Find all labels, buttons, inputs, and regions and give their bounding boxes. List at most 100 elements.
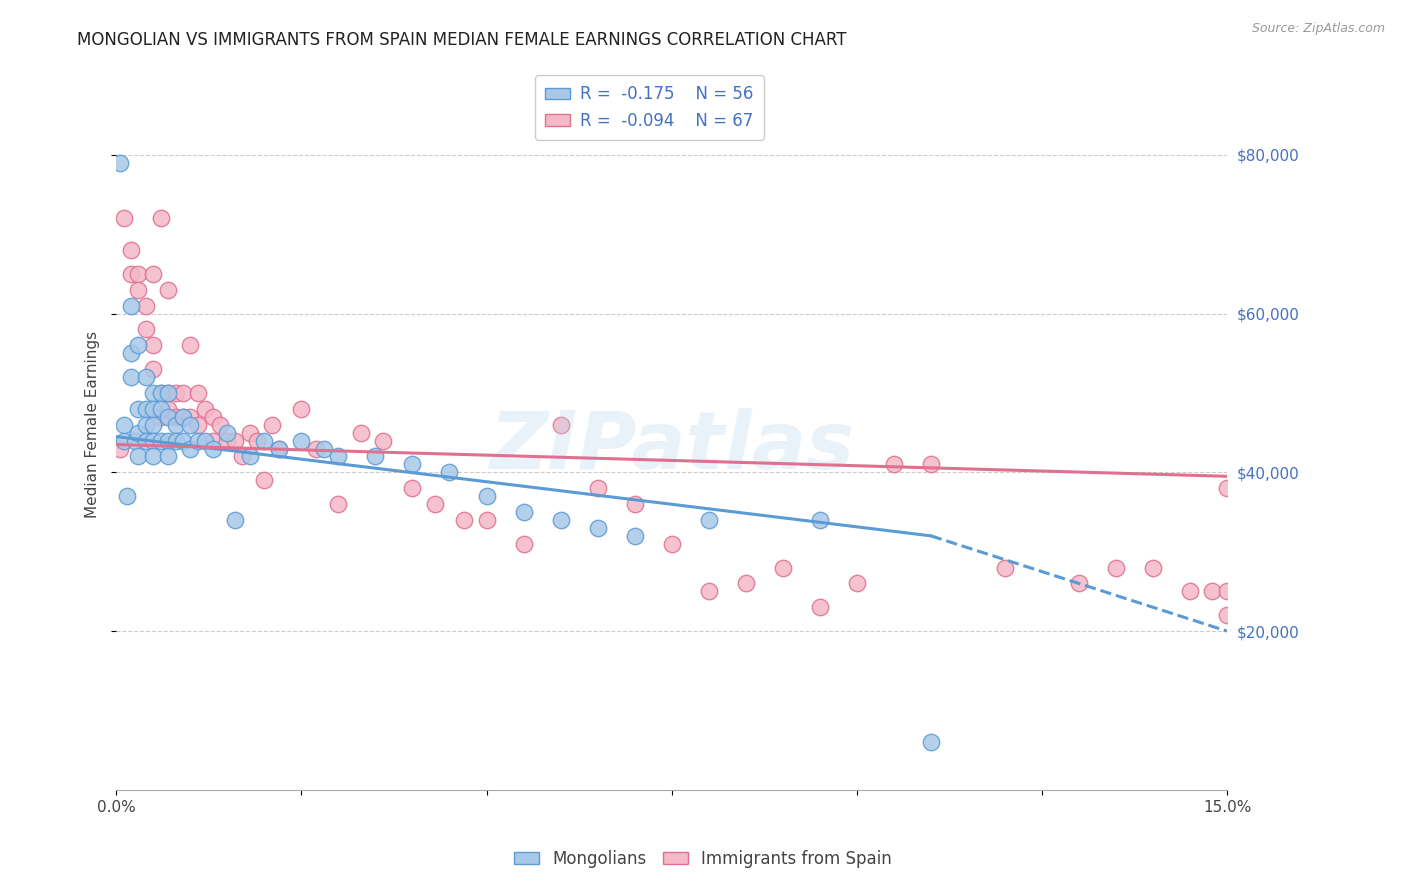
Point [238,425,260,440]
Point [127,267,149,281]
Point [142,362,165,376]
Point [305,442,328,456]
Point [172,409,194,424]
Point [845,576,868,591]
Point [135,322,157,336]
Point [217,425,239,440]
Point [135,401,157,416]
Point [1178,584,1201,599]
Point [112,417,135,432]
Point [127,338,149,352]
Point [586,521,609,535]
Point [149,211,172,226]
Point [1216,584,1239,599]
Point [142,417,165,432]
Point [550,417,572,432]
Point [550,513,572,527]
Point [1216,608,1239,623]
Point [453,513,475,527]
Point [364,450,387,464]
Point [475,489,498,503]
Point [142,338,165,352]
Point [187,417,209,432]
Point [661,537,683,551]
Point [290,401,312,416]
Point [208,417,231,432]
Point [142,401,165,416]
Point [108,155,131,169]
Point [201,409,224,424]
Point [401,458,423,472]
Point [142,267,165,281]
Point [187,386,209,401]
Point [149,401,172,416]
Point [231,450,253,464]
Point [439,466,461,480]
Point [328,450,350,464]
Point [312,442,335,456]
Point [127,283,149,297]
Point [142,434,165,448]
Point [253,473,276,487]
Point [623,529,645,543]
Point [149,434,172,448]
Point [246,434,269,448]
Point [697,584,720,599]
Point [371,434,394,448]
Point [194,434,217,448]
Point [238,450,260,464]
Point [224,513,246,527]
Point [475,513,498,527]
Point [112,434,135,448]
Point [112,211,135,226]
Point [135,299,157,313]
Text: Source: ZipAtlas.com: Source: ZipAtlas.com [1251,22,1385,36]
Point [108,442,131,456]
Point [920,458,942,472]
Point [127,450,149,464]
Point [172,386,194,401]
Point [772,560,794,574]
Point [512,537,534,551]
Point [157,401,180,416]
Point [165,417,187,432]
Point [165,409,187,424]
Point [883,458,905,472]
Point [194,401,217,416]
Point [179,409,201,424]
Point [149,386,172,401]
Text: MONGOLIAN VS IMMIGRANTS FROM SPAIN MEDIAN FEMALE EARNINGS CORRELATION CHART: MONGOLIAN VS IMMIGRANTS FROM SPAIN MEDIA… [77,31,846,49]
Point [224,434,246,448]
Point [920,735,942,749]
Point [179,442,201,456]
Point [120,243,142,257]
Point [149,386,172,401]
Point [120,299,142,313]
Point [1067,576,1090,591]
Point [157,434,180,448]
Point [512,505,534,519]
Point [1201,584,1223,599]
Point [117,489,139,503]
Point [423,497,446,511]
Point [201,434,224,448]
Point [172,434,194,448]
Point [124,434,146,448]
Point [269,442,291,456]
Point [179,338,201,352]
Point [269,442,291,456]
Point [120,267,142,281]
Point [172,409,194,424]
Point [120,346,142,360]
Legend: Mongolians, Immigrants from Spain: Mongolians, Immigrants from Spain [508,844,898,875]
Legend: R =  -0.175    N = 56, R =  -0.094    N = 67: R = -0.175 N = 56, R = -0.094 N = 67 [536,75,763,139]
Point [157,409,180,424]
Point [149,409,172,424]
Point [586,481,609,495]
Point [142,450,165,464]
Point [1105,560,1128,574]
Point [165,386,187,401]
Point [328,497,350,511]
Point [349,425,371,440]
Point [157,450,180,464]
